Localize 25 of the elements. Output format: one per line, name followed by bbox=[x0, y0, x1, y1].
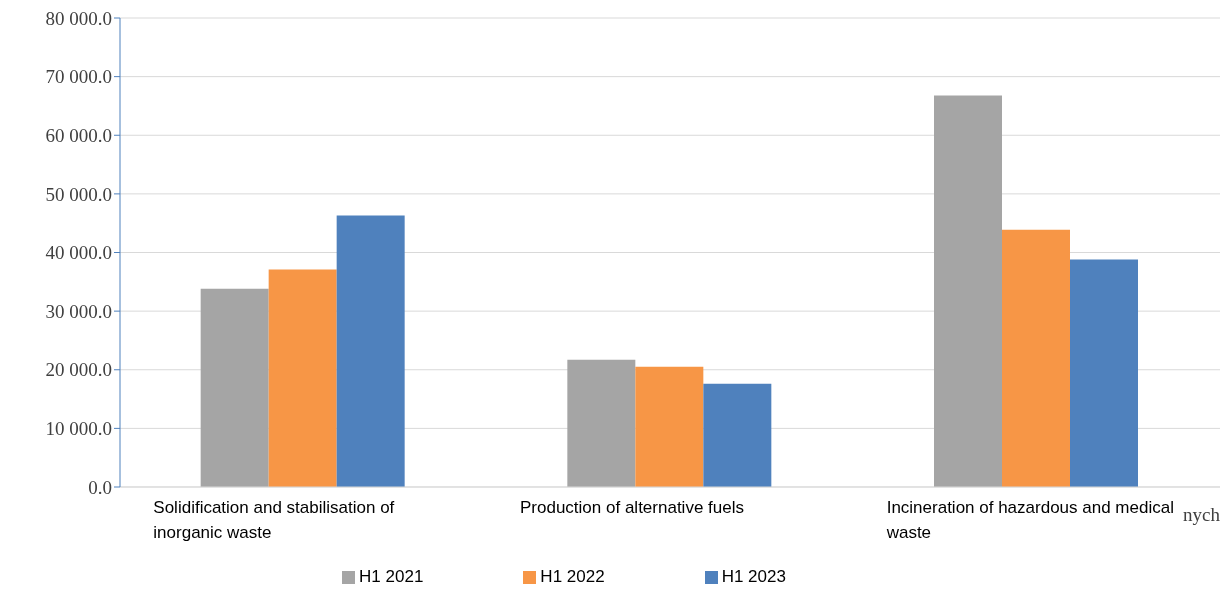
y-tick-label: 20 000.0 bbox=[45, 359, 112, 381]
bar bbox=[336, 215, 405, 487]
legend-label: H1 2021 bbox=[359, 567, 424, 586]
bar bbox=[635, 366, 704, 487]
text: nych bbox=[1183, 504, 1220, 526]
y-tick-label: 70 000.0 bbox=[45, 66, 112, 88]
legend-label: H1 2022 bbox=[540, 567, 605, 586]
y-tick-label: 30 000.0 bbox=[45, 300, 112, 322]
bar bbox=[1002, 229, 1070, 487]
legend-label: H1 2023 bbox=[721, 567, 786, 586]
bar bbox=[200, 288, 269, 487]
x-tick-label: Production of alternative fuels bbox=[520, 498, 744, 517]
bar bbox=[703, 383, 772, 487]
y-tick-label: 40 000.0 bbox=[45, 242, 112, 264]
y-tick-label: 80 000.0 bbox=[45, 7, 112, 29]
y-tick-label: 50 000.0 bbox=[45, 183, 112, 205]
bar bbox=[934, 95, 1002, 487]
bar bbox=[567, 359, 636, 487]
y-tick-label: 10 000.0 bbox=[45, 418, 112, 440]
bar bbox=[1070, 259, 1138, 487]
y-tick-label: 0.0 bbox=[88, 476, 112, 498]
bar bbox=[268, 269, 337, 487]
x-tick-label: Solidification and stabilisation of inorganic waste bbox=[153, 498, 395, 542]
y-tick-label: 60 000.0 bbox=[45, 124, 112, 146]
x-tick-label: Incineration of hazardous and medical waste bbox=[885, 498, 1174, 542]
